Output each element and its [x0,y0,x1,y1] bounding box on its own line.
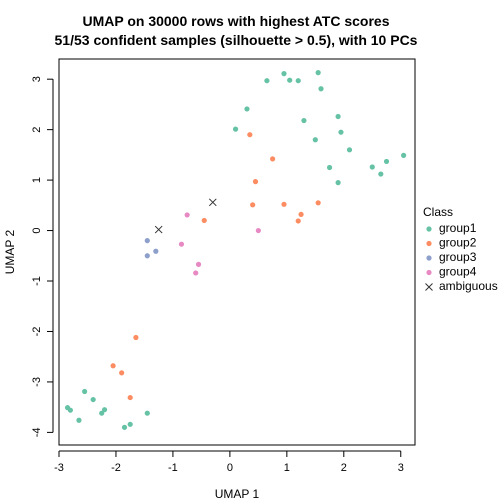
y-tick-label: 0 [31,227,43,233]
point-group1 [76,417,82,423]
point-group1 [326,164,333,171]
point-group1 [121,424,128,430]
legend-item-ambiguous: ambiguous [425,279,498,293]
legend-marker [426,226,432,232]
point-group1 [315,70,321,76]
point-group1 [295,78,301,84]
x-tick-label: -3 [54,462,64,474]
x-tick-label: -2 [111,462,121,474]
point-group1 [369,164,375,170]
legend-label: group4 [439,265,477,279]
point-group1 [401,152,407,158]
point-group2 [127,394,133,401]
x-tick-label: -1 [168,462,178,474]
point-group1 [232,126,239,132]
point-group1 [383,158,390,165]
legend-label: group1 [439,221,477,235]
point-group1 [287,77,293,83]
point-group4 [184,212,190,218]
point-group3 [153,248,159,254]
point-group1 [301,117,307,124]
point-group2 [119,370,125,376]
point-ambiguous [154,225,163,234]
point-group4 [178,241,185,247]
x-axis-label: UMAP 1 [215,487,260,501]
point-group1 [99,410,105,416]
x-tick-label: 2 [341,462,347,474]
x-tick-label: 1 [284,462,290,474]
point-group1 [335,180,341,186]
point-group1 [101,407,108,413]
point-group3 [144,253,150,259]
marker-stroke [208,198,217,207]
legend-item-group4: group4 [426,265,477,279]
scatter-points [64,70,407,430]
legend-marker [426,240,432,247]
point-group2 [201,217,207,224]
point-group2 [110,363,116,369]
legend-label: ambiguous [439,279,498,293]
y-axis: -4 -3 -2 -1 0 1 2 3 [31,76,54,437]
point-group1 [67,407,73,413]
legend-marker [426,255,432,261]
marker-stroke [154,225,163,234]
plot-frame [58,58,416,446]
x-tick-label: 3 [398,462,404,474]
chart-title: UMAP on 30000 rows with highest ATC scor… [82,13,389,29]
point-group2 [252,179,259,185]
point-group1 [82,388,88,395]
chart-subtitle: 51/53 confident samples (silhouette > 0.… [55,32,418,48]
point-group1 [127,421,133,427]
point-group1 [264,78,270,84]
point-group1 [335,113,341,120]
point-group1 [90,396,96,403]
point-group2 [133,334,139,341]
point-group2 [295,218,301,224]
legend-item-group2: group2 [426,236,477,250]
y-tick-label: 3 [31,76,43,82]
y-axis-label: UMAP 2 [3,229,17,274]
legend-label: group3 [439,250,477,264]
point-group2 [250,202,256,208]
x-axis: -3 -2 -1 0 1 2 3 [54,450,404,474]
y-tick-label: -3 [31,377,43,387]
point-group2 [247,132,253,138]
y-tick-label: 1 [31,177,43,183]
legend-marker [426,269,432,276]
point-ambiguous [208,198,217,207]
point-group1 [346,147,353,153]
point-group4 [193,270,199,276]
legend-marker [425,283,433,291]
point-group3 [144,238,150,244]
point-group2 [281,201,287,207]
point-group2 [298,211,304,218]
point-group1 [338,129,344,135]
y-tick-label: -4 [31,427,43,437]
point-group4 [195,261,202,267]
legend-item-group3: group3 [426,250,477,264]
point-group2 [315,200,321,206]
point-group1 [312,137,318,143]
y-tick-label: -2 [31,327,43,337]
legend-item-group1: group1 [426,221,477,235]
point-group1 [244,106,250,112]
point-group4 [255,227,261,234]
y-tick-label: -1 [31,276,43,286]
point-group2 [270,156,276,162]
y-tick-label: 2 [31,127,43,133]
point-group1 [378,171,384,177]
point-group1 [318,86,324,92]
point-group1 [144,410,150,416]
point-group1 [281,71,287,77]
x-tick-label: 0 [227,462,233,474]
legend-title: Class [423,205,453,219]
legend-label: group2 [439,236,477,250]
